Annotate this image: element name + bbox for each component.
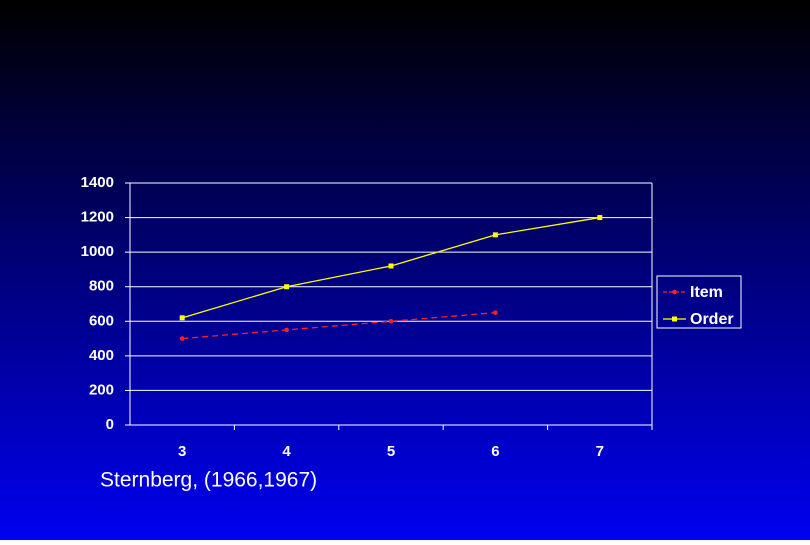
point bbox=[284, 284, 290, 290]
point bbox=[492, 232, 498, 238]
footer: Sternberg, (1966,1967) bbox=[100, 469, 317, 492]
x-tick-label: 7 bbox=[596, 443, 604, 460]
y-tick-label: 0 bbox=[106, 416, 114, 433]
legend-marker bbox=[672, 289, 677, 295]
point bbox=[179, 315, 185, 321]
legend-box bbox=[656, 275, 742, 329]
y-tick-label: 800 bbox=[89, 278, 114, 295]
x-tick-label: 4 bbox=[282, 443, 291, 460]
y-tick-label: 400 bbox=[89, 347, 114, 364]
legend-label: Item bbox=[690, 284, 723, 301]
x-tick-label: 5 bbox=[387, 443, 395, 460]
y-tick-label: 1200 bbox=[81, 209, 114, 226]
point bbox=[388, 263, 394, 269]
y-tick-label: 1400 bbox=[81, 174, 114, 191]
series-line bbox=[182, 311, 496, 340]
point bbox=[493, 310, 498, 315]
point bbox=[179, 336, 185, 341]
y-tick-label: 600 bbox=[89, 312, 114, 329]
legend-marker bbox=[672, 316, 677, 322]
x-tick-label: 3 bbox=[178, 443, 186, 460]
point bbox=[388, 318, 394, 324]
x-tick-label: 6 bbox=[491, 443, 499, 460]
y-tick-label: 200 bbox=[89, 381, 114, 398]
point bbox=[284, 327, 289, 333]
y-tick-label: 1000 bbox=[81, 243, 114, 260]
point bbox=[597, 215, 603, 221]
legend-label: Order bbox=[690, 311, 734, 328]
